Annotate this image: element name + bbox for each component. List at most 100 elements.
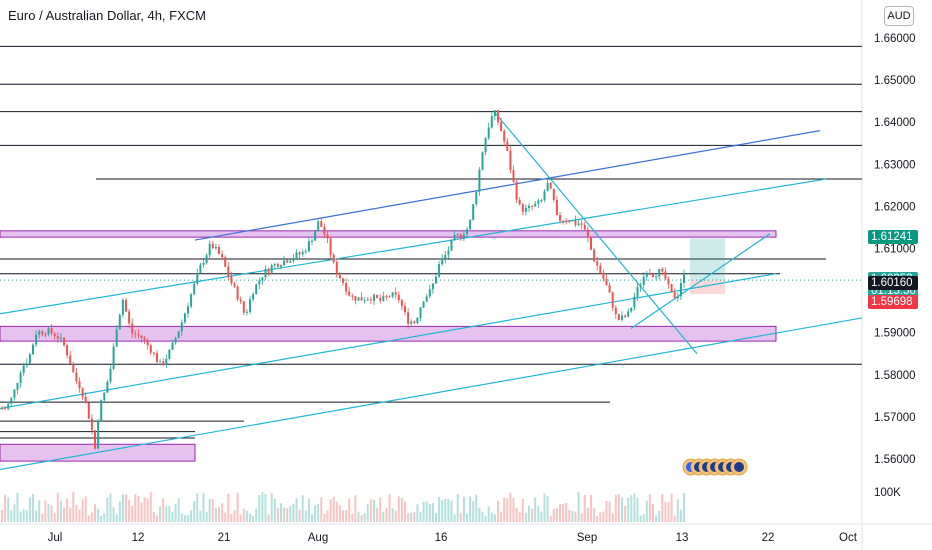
- candle-body: [190, 294, 193, 307]
- volume-bar: [642, 514, 645, 522]
- trendline: [0, 178, 827, 315]
- volume-bar: [214, 507, 217, 522]
- candle-body: [642, 276, 645, 286]
- volume-bar: [673, 515, 676, 522]
- candle-body: [608, 285, 611, 293]
- candle-body: [311, 240, 313, 242]
- volume-bar: [311, 514, 313, 522]
- candle-body: [218, 246, 220, 254]
- volume-bar: [112, 507, 115, 522]
- volume-bar: [472, 501, 475, 522]
- volume-bar: [94, 504, 96, 522]
- candle-body: [1, 408, 3, 410]
- candle-body: [531, 205, 534, 207]
- candle-body: [252, 294, 255, 300]
- currency-button[interactable]: AUD: [884, 6, 914, 26]
- volume-bar: [187, 515, 189, 522]
- candle-body: [590, 237, 592, 250]
- volume-bar: [568, 509, 571, 522]
- volume-bar: [273, 499, 276, 522]
- candle-body: [97, 420, 100, 449]
- volume-bar: [348, 498, 351, 522]
- volume-bar: [177, 498, 180, 522]
- candle-body: [35, 334, 38, 345]
- volume-bar: [456, 493, 459, 522]
- candle-body: [159, 361, 162, 363]
- volume-bar: [199, 510, 202, 522]
- candle-body: [338, 274, 341, 279]
- candle-body: [304, 251, 307, 253]
- volume-bar: [323, 513, 326, 522]
- volume-bar: [165, 506, 168, 522]
- volume-bar: [332, 497, 335, 522]
- volume-bar: [469, 496, 472, 522]
- candle-body: [81, 388, 84, 397]
- candle-body: [214, 246, 217, 249]
- volume-bar: [292, 503, 295, 522]
- volume-bar: [72, 492, 75, 522]
- candle-body: [273, 263, 276, 266]
- volume-bar: [590, 495, 592, 522]
- volume-bar: [354, 495, 357, 522]
- candle-body: [348, 291, 351, 296]
- candle-body: [280, 265, 282, 267]
- candle-body: [152, 352, 155, 354]
- candle-body: [351, 295, 354, 297]
- candle-body: [131, 323, 134, 334]
- candle-body: [515, 181, 518, 200]
- candle-body: [419, 307, 422, 318]
- volume-bar: [518, 512, 521, 522]
- price-tick-label: 1.66000: [874, 33, 916, 45]
- candle-body: [146, 340, 149, 346]
- volume-bar: [546, 496, 549, 522]
- event-badge-flag-icon: [734, 462, 744, 472]
- candle-body: [683, 272, 685, 284]
- candle-body: [7, 403, 10, 409]
- supply-demand-zone: [0, 230, 777, 238]
- volume-bar: [168, 505, 171, 522]
- candle-body: [593, 249, 596, 262]
- candle-body: [289, 260, 292, 263]
- candle-body: [115, 329, 118, 347]
- volume-bar: [500, 511, 503, 522]
- volume-bar: [224, 512, 227, 522]
- volume-bar: [540, 511, 543, 522]
- volume-bar: [252, 515, 255, 522]
- volume-bar: [342, 510, 344, 522]
- candle-body: [109, 368, 112, 382]
- candle-body: [388, 296, 391, 298]
- volume-bar: [4, 494, 7, 522]
- volume-bar: [329, 499, 332, 522]
- candle-body: [342, 278, 344, 284]
- volume-bar: [667, 502, 670, 522]
- time-tick-label: 12: [132, 532, 145, 544]
- price-tick-label: 1.59000: [874, 328, 916, 340]
- time-tick-label: 22: [762, 532, 775, 544]
- volume-bar: [388, 493, 391, 522]
- volume-bar: [413, 512, 416, 522]
- price-tick-label: 1.62000: [874, 201, 916, 213]
- volume-bar: [531, 508, 534, 522]
- candle-body: [431, 283, 434, 290]
- candle-body: [276, 263, 279, 267]
- price-tick-label: 1.64000: [874, 117, 916, 129]
- candle-body: [165, 358, 168, 366]
- candle-body: [301, 251, 304, 255]
- volume-bar: [221, 503, 224, 522]
- volume-bar: [137, 496, 140, 522]
- volume-bar: [307, 498, 310, 522]
- volume-bar: [35, 510, 38, 522]
- volume-bar: [295, 498, 298, 522]
- volume-bar: [524, 512, 527, 522]
- volume-bar: [208, 499, 211, 522]
- volume-bar: [100, 515, 103, 522]
- volume-bar: [543, 493, 546, 522]
- volume-bar: [227, 493, 230, 522]
- candle-body: [10, 397, 13, 404]
- candle-body: [487, 127, 490, 139]
- candle-body: [425, 296, 428, 302]
- volume-bar: [276, 508, 279, 522]
- volume-bar: [351, 513, 354, 522]
